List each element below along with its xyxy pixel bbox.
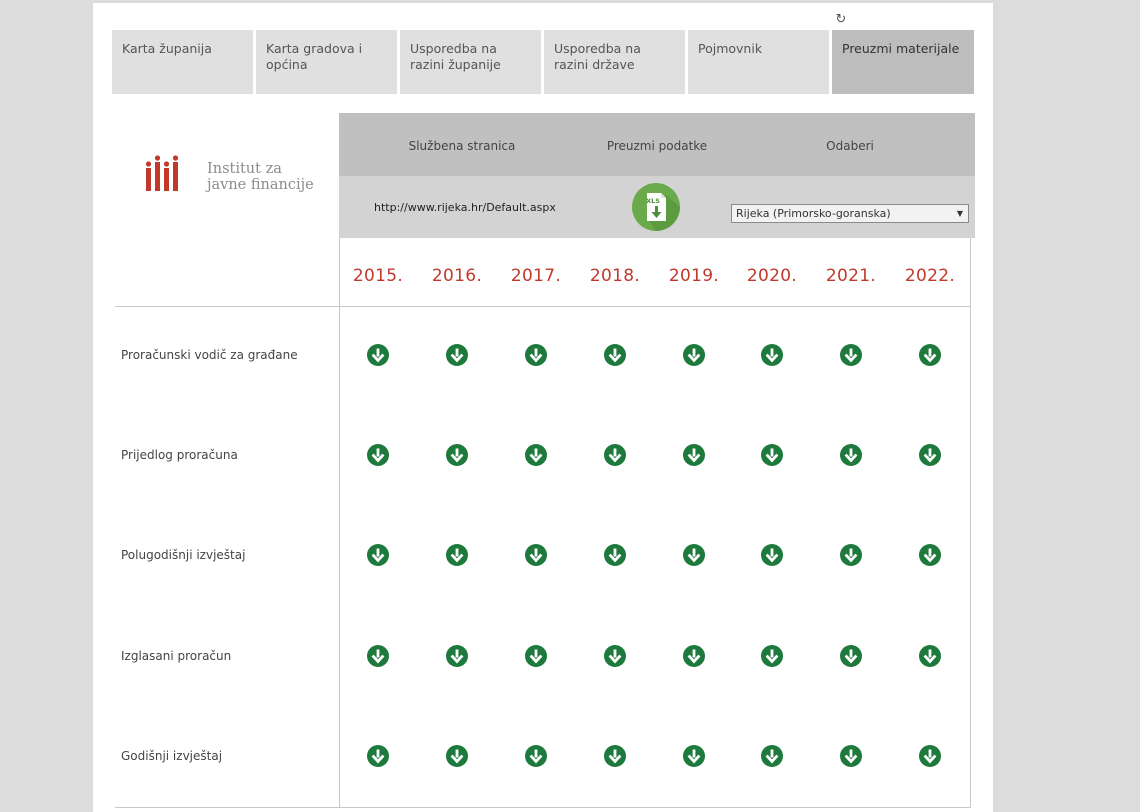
refresh-icon[interactable]: ↻	[835, 12, 847, 27]
xls-download-button[interactable]: XLS	[632, 183, 680, 231]
download-icon[interactable]	[604, 745, 626, 767]
tab-karta-gradova[interactable]: Karta gradova i općina	[256, 30, 397, 94]
xls-label: XLS	[646, 197, 660, 205]
dropdown-caret-icon: ▼	[956, 209, 963, 218]
tab-label: Usporedba na razini županije	[410, 41, 501, 72]
download-icon[interactable]	[840, 745, 862, 767]
download-icon[interactable]	[604, 344, 626, 366]
download-icon[interactable]	[525, 645, 547, 667]
tab-label: Karta županija	[122, 41, 212, 56]
download-icon[interactable]	[919, 544, 941, 566]
download-icon[interactable]	[446, 645, 468, 667]
download-icon[interactable]	[683, 444, 705, 466]
download-icon[interactable]	[919, 444, 941, 466]
download-icon[interactable]	[604, 645, 626, 667]
tab-usporedba-zupanije[interactable]: Usporedba na razini županije	[400, 30, 541, 94]
tab-label: Preuzmi materijale	[842, 41, 960, 56]
download-icon[interactable]	[761, 745, 783, 767]
download-icon[interactable]	[446, 544, 468, 566]
grid-divider-vertical	[339, 238, 340, 808]
download-icon[interactable]	[367, 645, 389, 667]
xls-file-icon: XLS	[632, 183, 680, 231]
municipality-select[interactable]: Rijeka (Primorsko-goranska) ▼	[731, 204, 969, 223]
download-icon[interactable]	[683, 745, 705, 767]
download-icon[interactable]	[367, 745, 389, 767]
document-label: Godišnji izvještaj	[121, 749, 223, 763]
grid-border-right	[970, 238, 971, 808]
download-icon[interactable]	[761, 444, 783, 466]
year-header: 2020.	[746, 266, 798, 286]
download-icon[interactable]	[525, 544, 547, 566]
download-icon[interactable]	[367, 544, 389, 566]
download-icon[interactable]	[919, 645, 941, 667]
download-icon[interactable]	[919, 344, 941, 366]
year-header: 2016.	[431, 266, 483, 286]
year-header: 2018.	[589, 266, 641, 286]
document-label: Proračunski vodič za građane	[121, 348, 298, 362]
document-label: Prijedlog proračuna	[121, 448, 238, 462]
official-site-label: Službena stranica	[408, 139, 516, 153]
download-icon[interactable]	[604, 444, 626, 466]
dashboard-page: ↻ Karta županija Karta gradova i općina …	[93, 3, 993, 812]
download-icon[interactable]	[525, 344, 547, 366]
download-icon[interactable]	[683, 344, 705, 366]
download-icon[interactable]	[761, 645, 783, 667]
download-icon[interactable]	[446, 745, 468, 767]
tab-pojmovnik[interactable]: Pojmovnik	[688, 30, 829, 94]
download-icon[interactable]	[367, 444, 389, 466]
info-panel-header: Službena stranica Preuzmi podatke Odaber…	[339, 113, 975, 176]
download-icon[interactable]	[367, 344, 389, 366]
tab-usporedba-drzave[interactable]: Usporedba na razini države	[544, 30, 685, 94]
download-icon[interactable]	[840, 444, 862, 466]
tab-preuzmi-materijale[interactable]: Preuzmi materijale	[832, 30, 974, 94]
download-icon[interactable]	[919, 745, 941, 767]
tab-label: Usporedba na razini države	[554, 41, 641, 72]
grid-border-bottom	[115, 807, 971, 808]
ijf-logo-icon	[145, 155, 179, 191]
year-header: 2019.	[668, 266, 720, 286]
grid-divider-horizontal	[115, 306, 971, 307]
download-icon[interactable]	[761, 544, 783, 566]
download-icon[interactable]	[525, 745, 547, 767]
year-header: 2022.	[904, 266, 956, 286]
download-data-label: Preuzmi podatke	[606, 139, 708, 153]
logo-line-2: javne financije	[207, 177, 314, 193]
download-icon[interactable]	[446, 344, 468, 366]
year-header: 2021.	[825, 266, 877, 286]
tab-label: Pojmovnik	[698, 41, 763, 56]
ijf-logo-text: Institut za javne financije	[207, 161, 347, 193]
year-header: 2017.	[510, 266, 562, 286]
tab-karta-zupanija[interactable]: Karta županija	[112, 30, 253, 94]
download-icon[interactable]	[604, 544, 626, 566]
download-icon[interactable]	[683, 645, 705, 667]
download-icon[interactable]	[446, 444, 468, 466]
info-panel-body: http://www.rijeka.hr/Default.aspx XLS Ri…	[339, 176, 975, 238]
document-label: Izglasani proračun	[121, 649, 232, 663]
download-icon[interactable]	[840, 645, 862, 667]
select-label: Odaberi	[826, 139, 874, 153]
document-label: Polugodišnji izvještaj	[121, 548, 246, 562]
download-icon[interactable]	[761, 344, 783, 366]
official-site-link[interactable]: http://www.rijeka.hr/Default.aspx	[374, 201, 556, 214]
download-icon[interactable]	[683, 544, 705, 566]
download-icon[interactable]	[840, 544, 862, 566]
download-icon[interactable]	[840, 344, 862, 366]
logo-line-1: Institut za	[207, 161, 282, 177]
selected-option: Rijeka (Primorsko-goranska)	[736, 207, 891, 220]
download-icon[interactable]	[525, 444, 547, 466]
year-header: 2015.	[352, 266, 404, 286]
tab-label: Karta gradova i općina	[266, 41, 363, 72]
